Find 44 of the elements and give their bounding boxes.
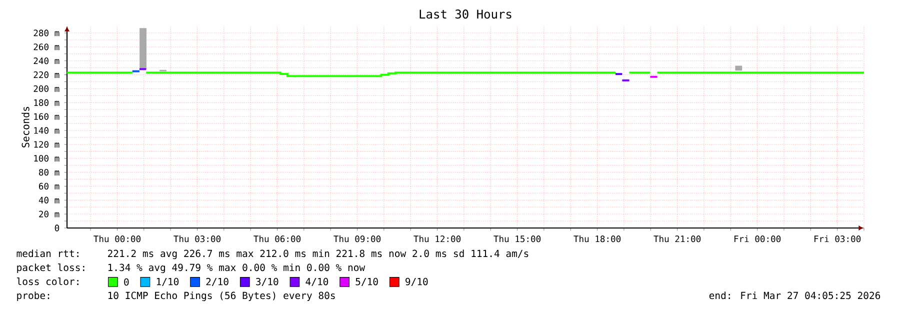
y-tick-label: 40 m <box>38 196 60 204</box>
legend-label: 3/10 <box>256 278 278 286</box>
legend-label: 9/10 <box>406 278 428 286</box>
y-tick-label: 200 m <box>34 85 60 92</box>
x-tick-label: Fri 00:00 <box>734 235 781 242</box>
text: 221.2 ms avg 226.7 ms max 212.0 ms min 221.8 ms now 2.0 ms sd 111.4 am/s <box>108 250 528 260</box>
legend-title: loss color: <box>17 278 78 286</box>
legend-label: 4/10 <box>306 278 328 286</box>
bar <box>140 28 146 70</box>
x-tick-label: Thu 18:00 <box>574 235 621 242</box>
x-tick-label: Fri 03:00 <box>814 235 861 242</box>
y-tick-label: 240 m <box>34 58 60 64</box>
y-tick-label: 120 m <box>34 141 60 148</box>
y-tick-label: 100 m <box>34 155 60 162</box>
y-tick-label: 260 m <box>34 44 60 50</box>
x-tick-label: Thu 09:00 <box>334 235 381 242</box>
x-tick-label: Thu 00:00 <box>94 235 141 242</box>
y-tick-label: 220 m <box>34 71 60 78</box>
legend-label: 2/10 <box>206 278 228 286</box>
text: end: Fri Mar 27 04:05:25 2026 <box>709 292 880 300</box>
y-tick-label: 20 m <box>39 210 60 218</box>
y-tick-label: 180 m <box>34 99 60 106</box>
bar <box>735 66 742 71</box>
legend-label: 0 <box>124 278 129 286</box>
x-tick-label: Thu 03:00 <box>174 235 221 242</box>
x-tick-label: Thu 06:00 <box>254 235 301 242</box>
chart-title: Last 30 Hours <box>420 10 512 19</box>
text: packet loss: <box>17 264 84 274</box>
legend-label: 5/10 <box>356 278 378 286</box>
y-tick-label: 280 m <box>34 30 60 36</box>
y-tick-label: 160 m <box>34 113 60 120</box>
text: median rtt: <box>16 250 78 258</box>
x-tick-label: Thu 12:00 <box>414 235 461 242</box>
text: 10 ICMP Echo Pings (56 Bytes) every 80s <box>108 292 335 302</box>
x-tick-label: Thu 15:00 <box>494 235 541 242</box>
y-tick-label: 0 <box>54 224 60 232</box>
text: probe: <box>17 292 50 302</box>
text: 1.34 % avg 49.79 % max 0.00 % min 0.00 % now <box>108 264 366 274</box>
y-tick-label: 80 m <box>39 168 60 176</box>
x-tick-label: Thu 21:00 <box>654 235 701 242</box>
legend-label: 1/10 <box>156 278 179 286</box>
y-axis-title: Seconds <box>22 106 30 148</box>
y-tick-label: 60 m <box>39 182 60 190</box>
y-tick-label: 140 m <box>34 127 60 134</box>
